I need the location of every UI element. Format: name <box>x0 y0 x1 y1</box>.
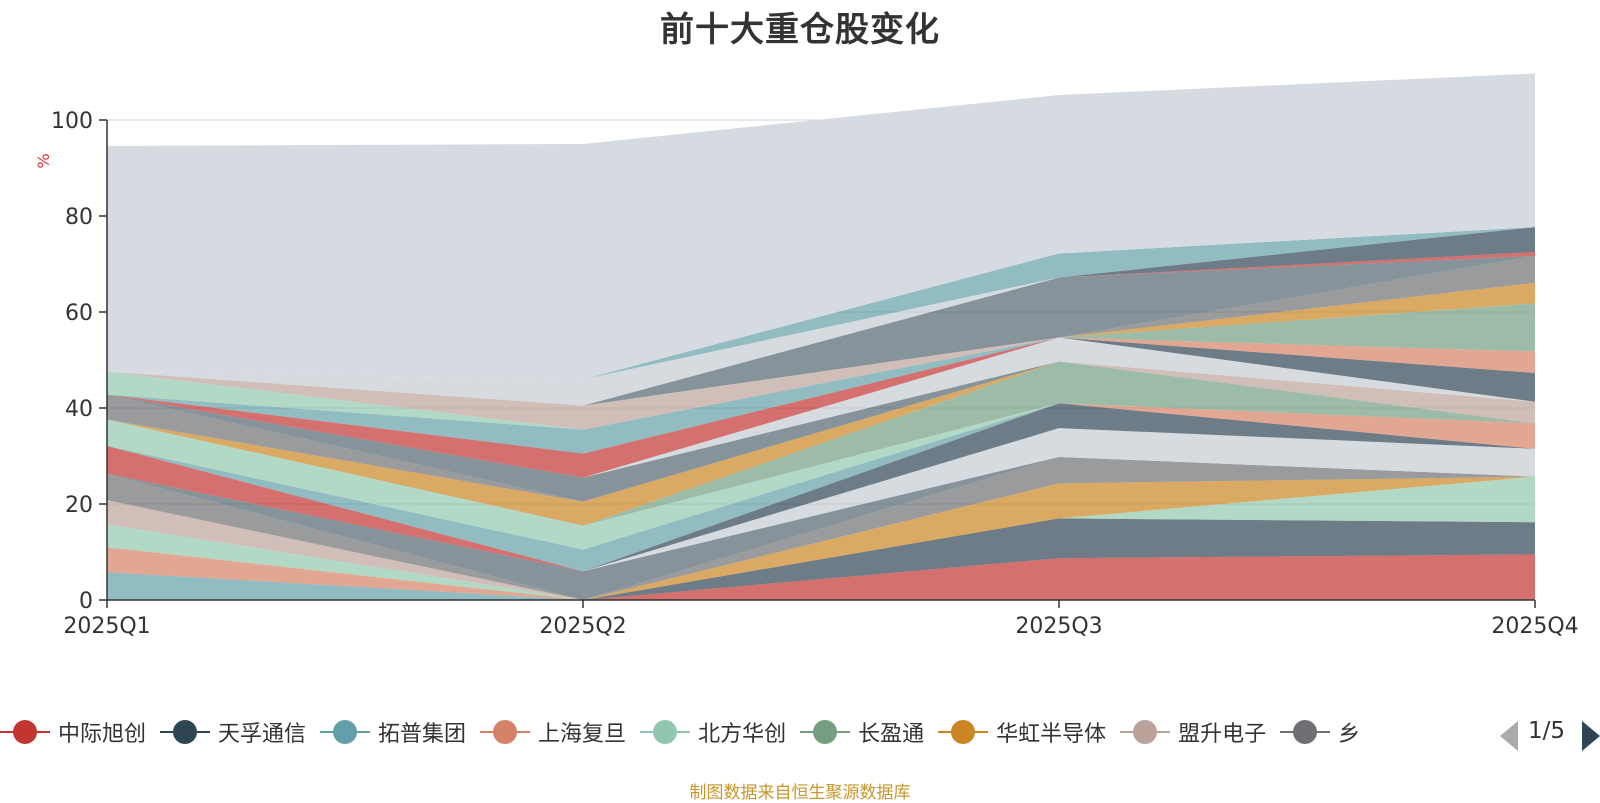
area-series-1 <box>107 554 1535 600</box>
area-series-3 <box>107 518 1535 600</box>
area-series-23 <box>107 337 1535 478</box>
y-tick-label: 0 <box>79 589 93 614</box>
area-series-25 <box>107 337 1535 454</box>
area-series-15 <box>107 403 1535 550</box>
legend-prev-arrow-icon[interactable] <box>1500 721 1518 751</box>
area-series-9 <box>107 456 1535 600</box>
source-note: 制图数据来自恒生聚源数据库 <box>689 783 911 803</box>
area-series-21 <box>107 361 1535 502</box>
legend-item[interactable]: 华虹半导体 <box>938 716 1106 748</box>
chart-plot: 0 20 40 60 80 100 2025Q1 2025Q2 2025Q3 2025Q4% <box>34 73 1579 639</box>
legend-marker-icon <box>1120 720 1171 744</box>
legend-next-arrow-icon[interactable] <box>1582 721 1600 751</box>
legend-label: 乡 <box>1338 722 1361 747</box>
area-series-33 <box>107 255 1535 406</box>
area-series-22 <box>107 337 1535 478</box>
area-series-16 <box>107 403 1535 550</box>
area-series-28 <box>107 303 1535 430</box>
chart-title: 前十大重仓股变化 <box>660 10 940 50</box>
y-tick-label: 60 <box>65 301 93 326</box>
legend-item[interactable]: 天孚通信 <box>160 716 306 748</box>
legend-marker-icon <box>480 720 531 744</box>
x-tick-label: 2025Q1 <box>63 614 150 639</box>
legend-label: 拓普集团 <box>378 722 467 747</box>
area-series-32 <box>107 255 1535 406</box>
legend-label: 华虹半导体 <box>996 722 1107 747</box>
legend-marker-icon <box>0 720 50 744</box>
y-tick-label: 20 <box>65 493 93 518</box>
legend-label: 天孚通信 <box>218 722 307 747</box>
legend-label: 上海复旦 <box>538 722 627 747</box>
legend-marker-icon <box>320 720 371 744</box>
legend-label: 中际旭创 <box>58 722 147 747</box>
y-tick-label: 40 <box>65 397 93 422</box>
legend-item[interactable]: 长盈通 <box>800 716 924 748</box>
x-tick-label: 2025Q2 <box>539 614 626 639</box>
legend-marker-icon <box>1280 720 1331 744</box>
area-series-10 <box>107 456 1535 600</box>
legend: 中际旭创 天孚通信 拓普集团 上海复旦 北方华创 长盈通 华虹半导体 盟升电子 乡 <box>0 716 1485 756</box>
x-tick-label: 2025Q3 <box>1015 614 1102 639</box>
legend-marker-icon <box>938 720 989 744</box>
area-series-14 <box>107 403 1535 572</box>
legend-pager: 1/5 <box>1500 718 1600 752</box>
legend-item[interactable]: 上海复旦 <box>480 716 626 748</box>
y-axis-label: % <box>34 153 53 168</box>
legend-label: 北方华创 <box>698 722 787 747</box>
legend-item[interactable]: 北方华创 <box>640 716 786 748</box>
area-series-41 <box>107 73 1535 380</box>
legend-item[interactable]: 乡 <box>1280 716 1360 748</box>
legend-marker-icon <box>800 720 851 744</box>
legend-page-indicator: 1/5 <box>1528 718 1566 744</box>
area-series-35 <box>107 227 1535 380</box>
area-series-7 <box>107 476 1535 600</box>
legend-item[interactable]: 盟升电子 <box>1120 716 1266 748</box>
area-series-18 <box>107 361 1535 526</box>
legend-item[interactable]: 拓普集团 <box>320 716 466 748</box>
legend-label: 长盈通 <box>858 722 925 747</box>
y-tick-label: 80 <box>65 205 93 230</box>
legend-marker-icon <box>160 720 211 744</box>
x-tick-label: 2025Q4 <box>1491 614 1578 639</box>
legend-label: 盟升电子 <box>1178 722 1267 747</box>
y-tick-label: 100 <box>51 109 93 134</box>
legend-marker-icon <box>640 720 691 744</box>
legend-item[interactable]: 中际旭创 <box>0 716 146 748</box>
